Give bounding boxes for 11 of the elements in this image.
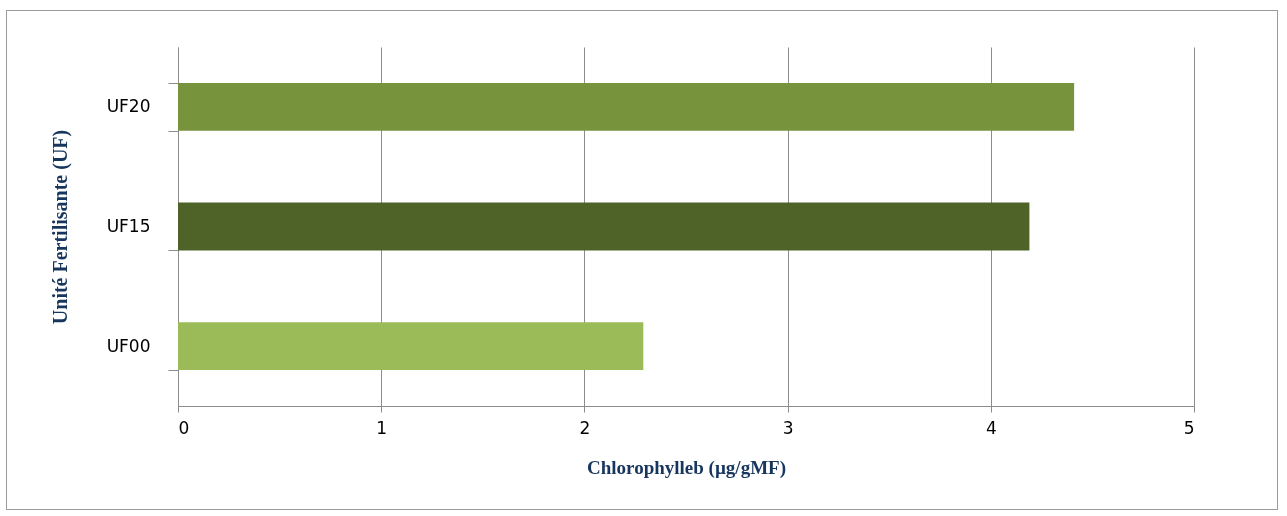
x-tick-label: 2 [579,417,591,438]
x-tick-label: 5 [1183,417,1195,438]
y-tick-label: UF00 [106,335,151,356]
y-tick-label: UF20 [106,96,151,117]
x-tick-label: 4 [985,417,997,438]
y-axis-title: Unité Fertilisante (UF) [48,129,72,325]
x-tick-label: 3 [782,417,794,438]
x-tick-label: 1 [376,417,388,438]
x-axis-title: Chlorophylleb (µg/gMF) [586,456,787,479]
y-tick-label: UF15 [106,216,151,236]
x-tick-label: 0 [178,417,190,438]
